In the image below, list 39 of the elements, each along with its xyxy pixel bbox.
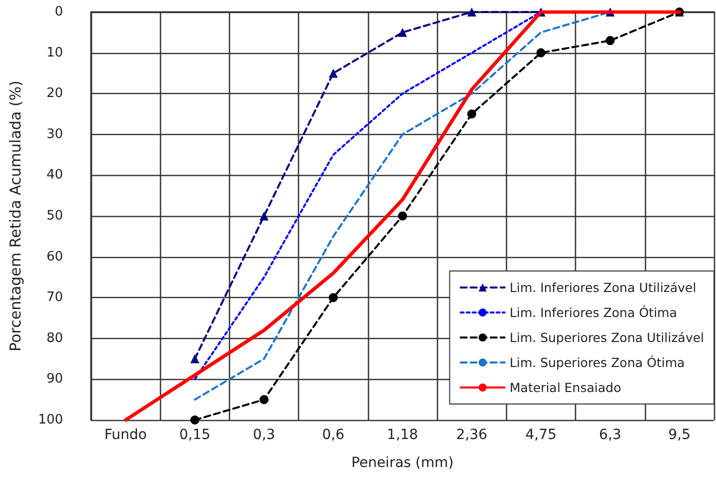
y-tick-label: 30 [46, 126, 63, 142]
point [606, 36, 615, 46]
x-tick-label: 6,3 [599, 427, 622, 443]
y-tick-label: 50 [46, 208, 63, 224]
y-tick-label: 20 [46, 86, 63, 102]
point [260, 395, 269, 404]
legend-label: Lim. Superiores Zona Ótima [510, 355, 685, 370]
y-tick-label: 40 [46, 168, 63, 183]
y-tick-label: 80 [46, 330, 63, 346]
point [467, 8, 476, 16]
y-tick-label: 100 [38, 412, 63, 428]
legend-label: Lim. Superiores Zona Utilizável [510, 330, 704, 345]
point [467, 110, 476, 118]
x-tick-label: Fundo [104, 427, 147, 443]
point [328, 68, 338, 78]
y-axis-title: Porcentagem Retida Acumulada (%) [6, 80, 24, 352]
x-tick-label: 0,15 [179, 427, 210, 443]
x-tick-label: 4,75 [525, 427, 557, 443]
y-tick-label: 90 [46, 372, 63, 387]
point [536, 48, 546, 58]
y-tick-label: 70 [46, 290, 63, 306]
legend-label: Lim. Inferiores Zona Ótima [510, 305, 678, 320]
y-tick-label: 10 [46, 45, 63, 60]
x-tick-label: 0,3 [252, 427, 276, 443]
x-tick-label: 0,6 [322, 427, 344, 443]
x-tick-label: 9,5 [668, 427, 691, 443]
point [328, 293, 338, 302]
x-axis-title: Peneiras (mm) [351, 455, 454, 471]
point [398, 212, 407, 220]
point [398, 28, 407, 37]
legend-label: Material Ensaiado [510, 380, 622, 395]
point [260, 212, 269, 220]
legend-label: Lim. Inferiores Zona Utilizável [510, 280, 696, 295]
point [190, 354, 200, 364]
x-tick-label: 2,36 [456, 427, 488, 443]
x-tick-label: 1,18 [386, 427, 418, 443]
y-tick-label: 60 [46, 249, 63, 264]
point [190, 416, 200, 424]
y-tick-label: 0 [54, 4, 63, 20]
